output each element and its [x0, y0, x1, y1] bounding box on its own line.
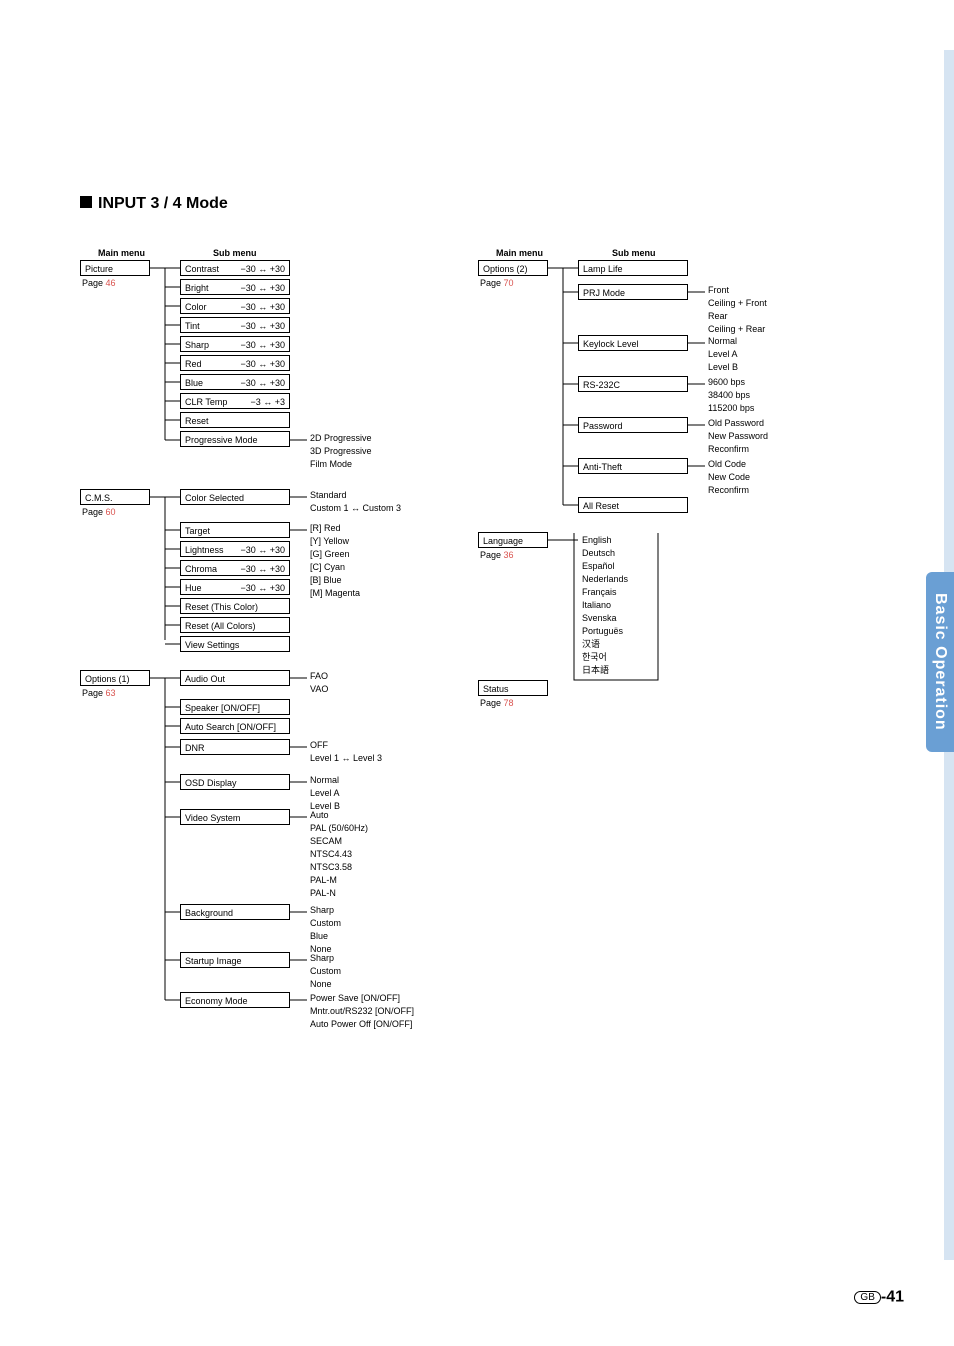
footer-page-number: GB-41 [854, 1288, 904, 1306]
options1-values: Sharp Custom None [310, 952, 341, 991]
options1-item: Economy Mode [180, 992, 290, 1008]
options2-item: All Reset [578, 497, 688, 513]
page-heading: INPUT 3 / 4 Mode [80, 195, 228, 213]
picture-item: Bright−30 ↔ +30 [180, 279, 290, 295]
options2-item: Password [578, 417, 688, 433]
options1-item: Auto Search [ON/OFF] [180, 718, 290, 734]
cms-item: Color Selected [180, 489, 290, 505]
options1-values: Auto PAL (50/60Hz) SECAM NTSC4.43 NTSC3.… [310, 809, 368, 900]
col-header-sub-right: Sub menu [612, 248, 656, 258]
page-ref-options1: Page 63 [82, 688, 116, 698]
menu-picture: Picture [80, 260, 150, 276]
picture-item: Color−30 ↔ +30 [180, 298, 290, 314]
menu-options1: Options (1) [80, 670, 150, 686]
options1-item: Speaker [ON/OFF] [180, 699, 290, 715]
options1-item: OSD Display [180, 774, 290, 790]
options1-item: Video System [180, 809, 290, 825]
options2-values: Front Ceiling + Front Rear Ceiling + Rea… [708, 284, 767, 336]
picture-item: Tint−30 ↔ +30 [180, 317, 290, 333]
target-values: [R] Red [Y] Yellow [G] Green [C] Cyan [B… [310, 522, 360, 600]
page-ref-options2: Page 70 [480, 278, 514, 288]
page-ref-cms: Page 60 [82, 507, 116, 517]
options1-values: OFF Level 1 ↔ Level 3 [310, 739, 382, 765]
col-header-main-left: Main menu [98, 248, 145, 258]
picture-item: Blue−30 ↔ +30 [180, 374, 290, 390]
picture-item: Contrast−30 ↔ +30 [180, 260, 290, 276]
language-values: English Deutsch Español Nederlands Franç… [582, 534, 628, 677]
menu-language: Language [478, 532, 548, 548]
options2-values: Normal Level A Level B [708, 335, 738, 374]
options1-item: Startup Image [180, 952, 290, 968]
color-selected-values: Standard Custom 1 ↔ Custom 3 [310, 489, 401, 515]
page-ref-status: Page 78 [480, 698, 514, 708]
cms-item: Reset (This Color) [180, 598, 290, 614]
options2-values: Old Code New Code Reconfirm [708, 458, 750, 497]
section-tab: Basic Operation [926, 572, 954, 752]
cms-item: Lightness−30 ↔ +30 [180, 541, 290, 557]
options1-values: Normal Level A Level B [310, 774, 340, 813]
page-ref-picture: Page 46 [82, 278, 116, 288]
picture-item: Reset [180, 412, 290, 428]
col-header-sub-left: Sub menu [213, 248, 257, 258]
options1-values: FAO VAO [310, 670, 328, 696]
options2-item: RS-232C [578, 376, 688, 392]
heading-bullet [80, 196, 92, 208]
cms-item: Target [180, 522, 290, 538]
section-tab-label: Basic Operation [931, 593, 949, 731]
options2-values: 9600 bps 38400 bps 115200 bps [708, 376, 754, 415]
cms-item: Hue−30 ↔ +30 [180, 579, 290, 595]
options2-item: PRJ Mode [578, 284, 688, 300]
options1-values: Power Save [ON/OFF] Mntr.out/RS232 [ON/O… [310, 992, 414, 1031]
menu-status: Status [478, 680, 548, 696]
options2-item: Anti-Theft [578, 458, 688, 474]
picture-item: Progressive Mode [180, 431, 290, 447]
progressive-mode-values: 2D Progressive 3D Progressive Film Mode [310, 432, 372, 471]
connector-lines [0, 0, 954, 1040]
page-number: -41 [881, 1288, 904, 1305]
cms-item: View Settings [180, 636, 290, 652]
options2-values: Old Password New Password Reconfirm [708, 417, 768, 456]
region-badge: GB [854, 1291, 880, 1304]
picture-item: Sharp−30 ↔ +30 [180, 336, 290, 352]
options1-values: Sharp Custom Blue None [310, 904, 341, 956]
options2-item: Lamp Life [578, 260, 688, 276]
menu-options2: Options (2) [478, 260, 548, 276]
options1-item: Audio Out [180, 670, 290, 686]
options1-item: Background [180, 904, 290, 920]
picture-item: Red−30 ↔ +30 [180, 355, 290, 371]
page-ref-language: Page 36 [480, 550, 514, 560]
menu-cms: C.M.S. [80, 489, 150, 505]
picture-item: CLR Temp−3 ↔ +3 [180, 393, 290, 409]
cms-item: Reset (All Colors) [180, 617, 290, 633]
heading-text: INPUT 3 / 4 Mode [98, 195, 228, 212]
cms-item: Chroma−30 ↔ +30 [180, 560, 290, 576]
options2-item: Keylock Level [578, 335, 688, 351]
col-header-main-right: Main menu [496, 248, 543, 258]
options1-item: DNR [180, 739, 290, 755]
